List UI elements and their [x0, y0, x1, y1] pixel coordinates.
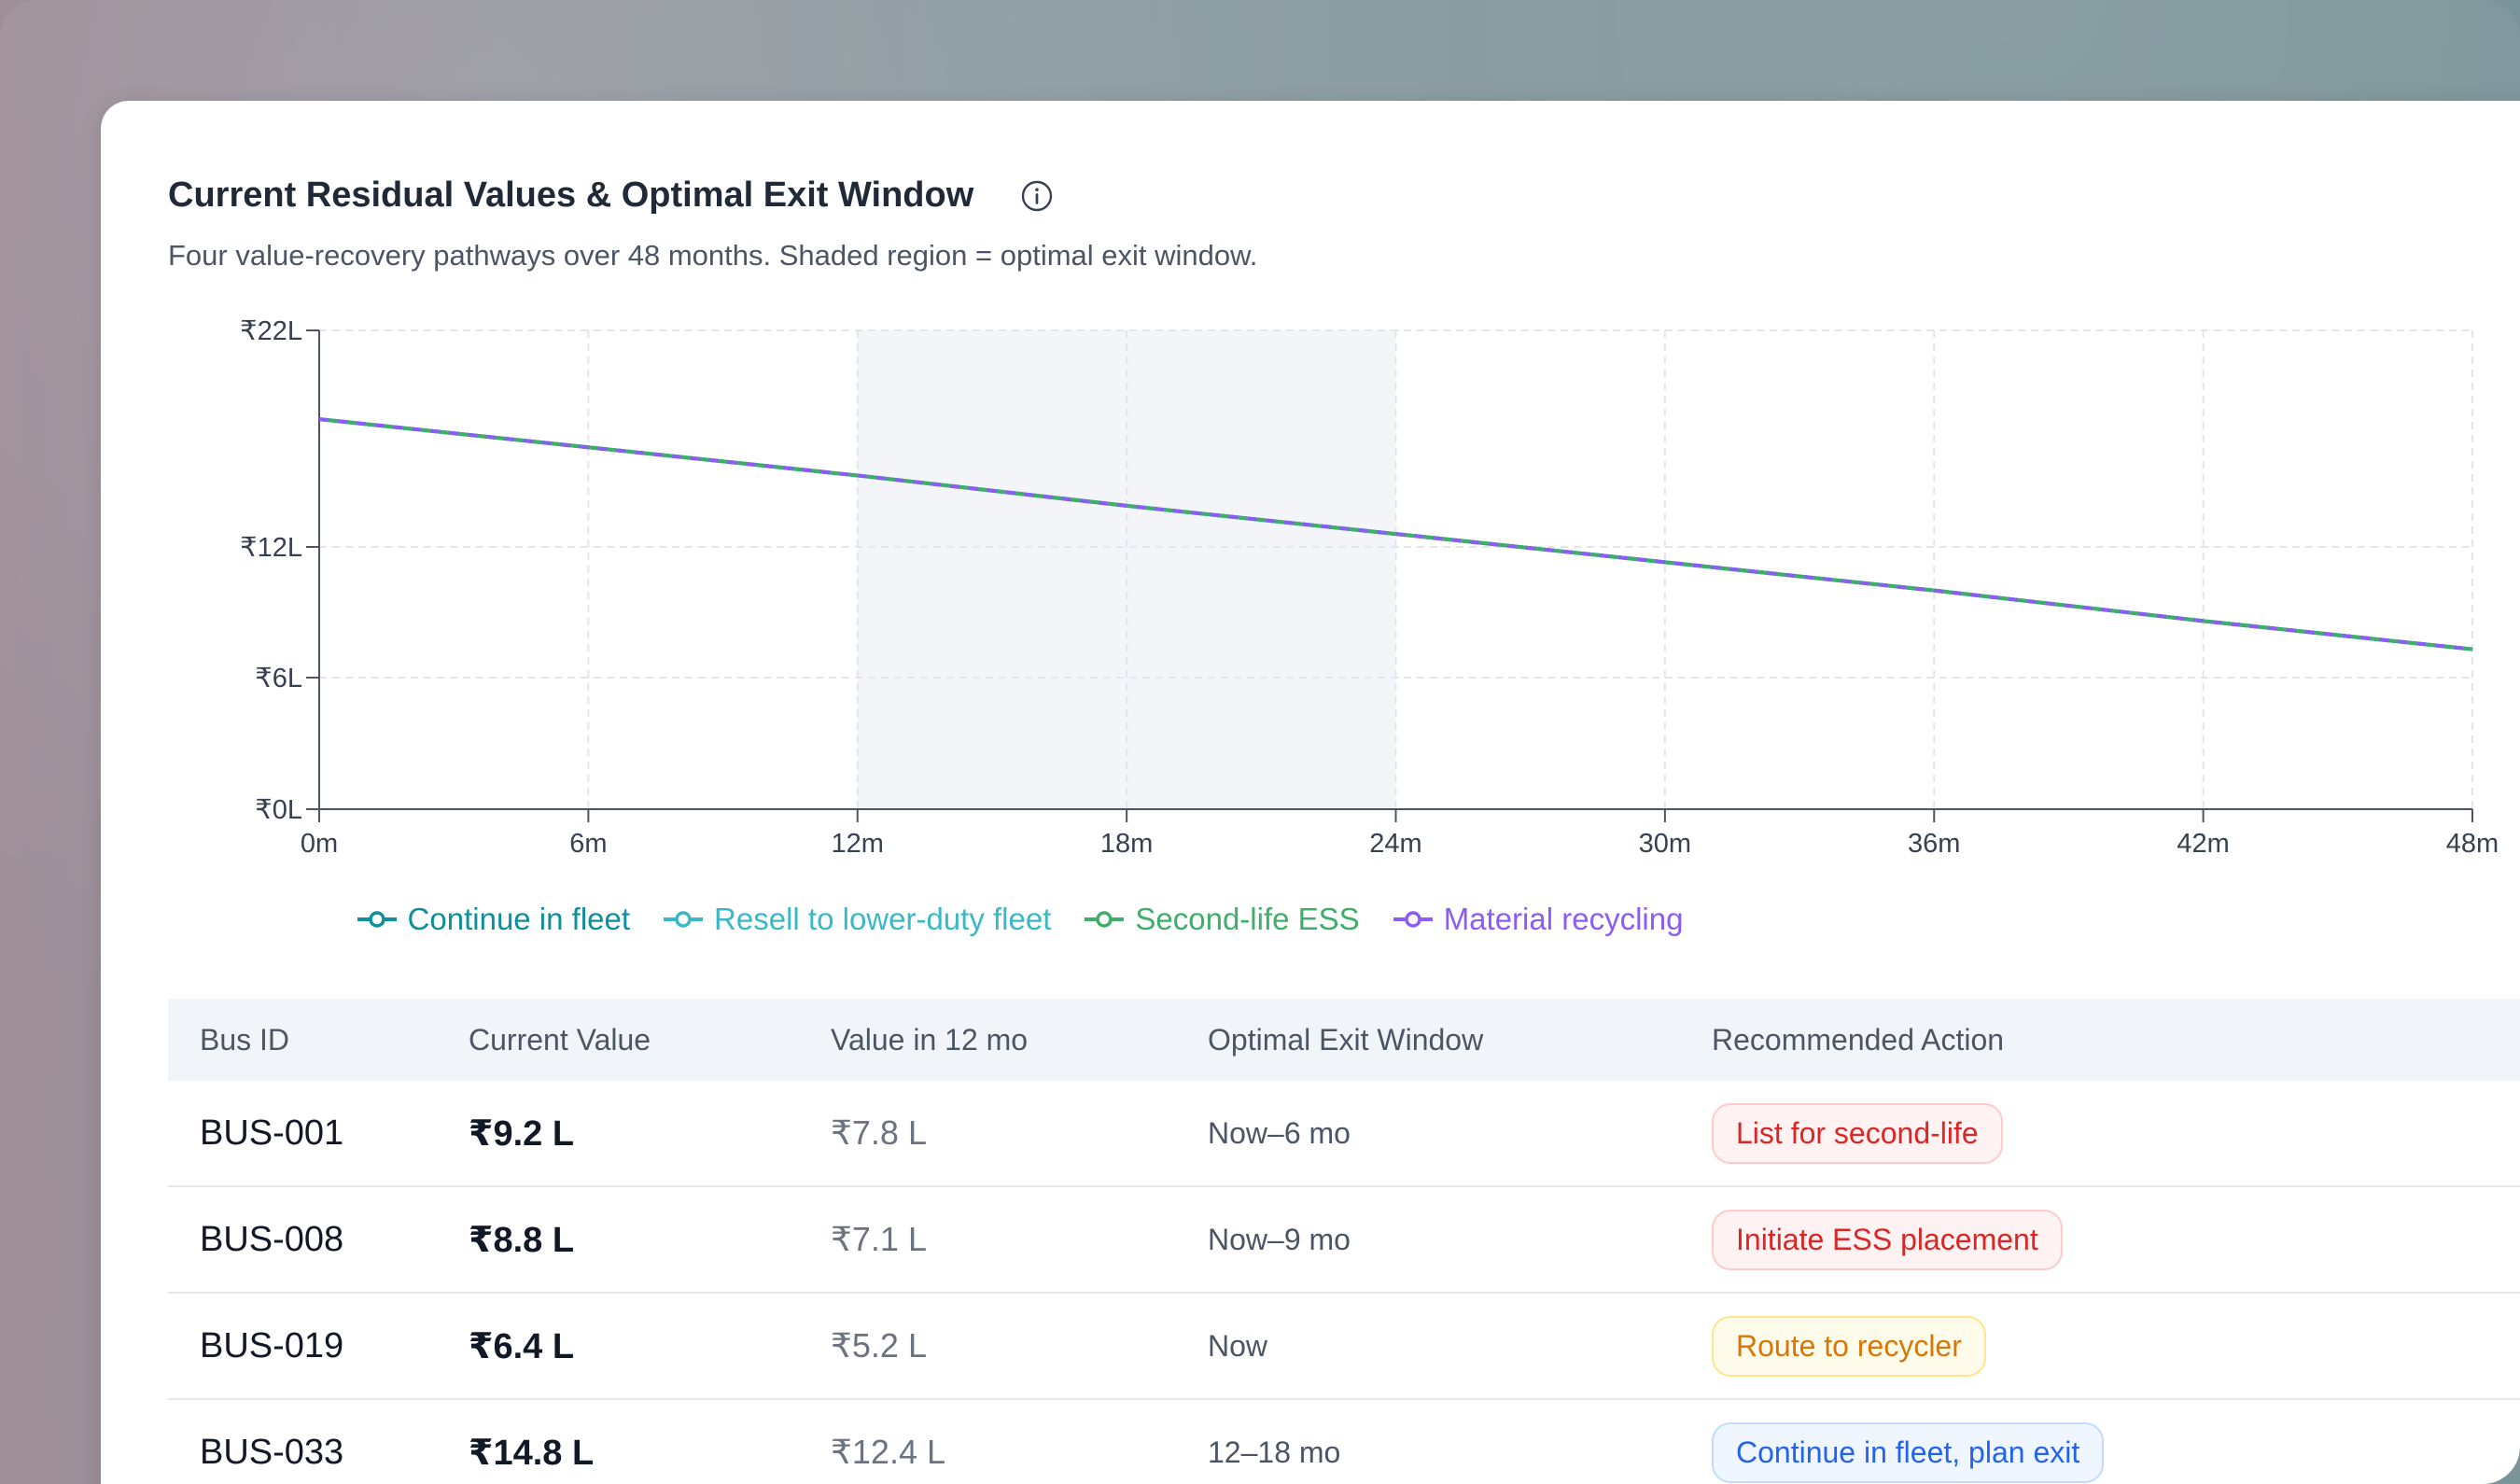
info-icon[interactable]	[1020, 179, 1054, 213]
action-badge[interactable]: Continue in fleet, plan exit	[1712, 1421, 2105, 1483]
value-12mo-cell: ₹12.4 L	[831, 1433, 945, 1471]
series-line-material-recycling	[318, 417, 2473, 651]
table-row[interactable]: BUS-001 ₹9.2 L ₹7.8 L Now–6 mo List for …	[168, 1081, 2520, 1187]
y-tick-label: ₹0L	[255, 795, 302, 825]
header-value-12mo: Value in 12 mo	[831, 1022, 1029, 1057]
legend-label: Material recycling	[1443, 902, 1684, 936]
legend-item[interactable]: Resell to lower-duty fleet	[662, 902, 1051, 937]
current-value-cell: ₹14.8 L	[469, 1433, 595, 1473]
table-row[interactable]: BUS-008 ₹8.8 L ₹7.1 L Now–9 mo Initiate …	[168, 1187, 2520, 1294]
legend-label: Second-life ESS	[1135, 902, 1360, 936]
legend-item[interactable]: Second-life ESS	[1083, 902, 1360, 937]
legend-line-marker-icon	[664, 911, 704, 928]
x-tick-label: 18m	[1100, 829, 1153, 859]
bus-id-cell: BUS-033	[200, 1432, 344, 1472]
exit-window-cell: Now	[1208, 1328, 1268, 1363]
exit-window-cell: 12–18 mo	[1208, 1435, 1341, 1469]
bus-id-cell: BUS-001	[200, 1113, 344, 1153]
y-tick-label: ₹6L	[255, 664, 302, 693]
x-tick-label: 6m	[569, 829, 607, 859]
card-subtitle: Four value-recovery pathways over 48 mon…	[168, 239, 1258, 272]
header-action: Recommended Action	[1712, 1022, 2005, 1057]
action-badge[interactable]: List for second-life	[1712, 1102, 2003, 1164]
current-value-cell: ₹8.8 L	[469, 1220, 575, 1260]
exit-window-cell: Now–6 mo	[1208, 1115, 1351, 1150]
x-tick-label: 0m	[301, 829, 338, 859]
y-tick-label: ₹22L	[240, 316, 302, 346]
residual-value-chart: ₹0L ₹6L ₹12L ₹22L 0m 6m 12m 18m 24m 30m 36m 42m 48m	[240, 316, 2499, 859]
action-badge[interactable]: Route to recycler	[1712, 1315, 1986, 1377]
x-tick-label: 12m	[832, 829, 884, 859]
x-tick-label: 36m	[1908, 829, 1960, 859]
current-value-cell: ₹9.2 L	[469, 1113, 575, 1154]
current-value-cell: ₹6.4 L	[469, 1326, 575, 1366]
legend-label: Continue in fleet	[407, 902, 631, 936]
x-tick-label: 30m	[1639, 829, 1691, 859]
legend-item[interactable]: Material recycling	[1392, 902, 1684, 937]
title-row: Current Residual Values & Optimal Exit W…	[168, 175, 1054, 216]
legend-line-marker-icon	[357, 911, 397, 928]
header-bus-id: Bus ID	[200, 1022, 290, 1057]
header-current-value: Current Value	[469, 1022, 651, 1057]
legend-line-marker-icon	[1085, 911, 1125, 928]
value-12mo-cell: ₹7.8 L	[831, 1113, 927, 1152]
table-row[interactable]: BUS-033 ₹14.8 L ₹12.4 L 12–18 mo Continu…	[168, 1400, 2520, 1484]
table-header: Bus ID Current Value Value in 12 mo Opti…	[168, 999, 2520, 1081]
card-title: Current Residual Values & Optimal Exit W…	[168, 175, 974, 215]
exit-window-cell: Now–9 mo	[1208, 1222, 1351, 1256]
legend-label: Resell to lower-duty fleet	[714, 902, 1052, 936]
chart-legend: Continue in fleet Resell to lower-duty fl…	[101, 902, 1938, 937]
table-row[interactable]: BUS-019 ₹6.4 L ₹5.2 L Now Route to recyc…	[168, 1294, 2520, 1400]
legend-item[interactable]: Continue in fleet	[356, 902, 631, 937]
bus-id-cell: BUS-019	[200, 1325, 344, 1365]
header-exit-window: Optimal Exit Window	[1208, 1022, 1484, 1057]
residual-table: Bus ID Current Value Value in 12 mo Opti…	[168, 999, 2520, 1484]
y-tick-label: ₹12L	[240, 533, 302, 563]
bus-id-cell: BUS-008	[200, 1219, 344, 1259]
value-12mo-cell: ₹5.2 L	[831, 1326, 927, 1365]
action-badge[interactable]: Initiate ESS placement	[1712, 1209, 2063, 1270]
legend-line-marker-icon	[1393, 911, 1433, 928]
x-tick-label: 42m	[2177, 829, 2229, 859]
value-12mo-cell: ₹7.1 L	[831, 1220, 927, 1258]
residual-value-card: Current Residual Values & Optimal Exit W…	[101, 101, 2520, 1484]
x-tick-label: 48m	[2446, 829, 2499, 859]
x-tick-label: 24m	[1369, 829, 1421, 859]
